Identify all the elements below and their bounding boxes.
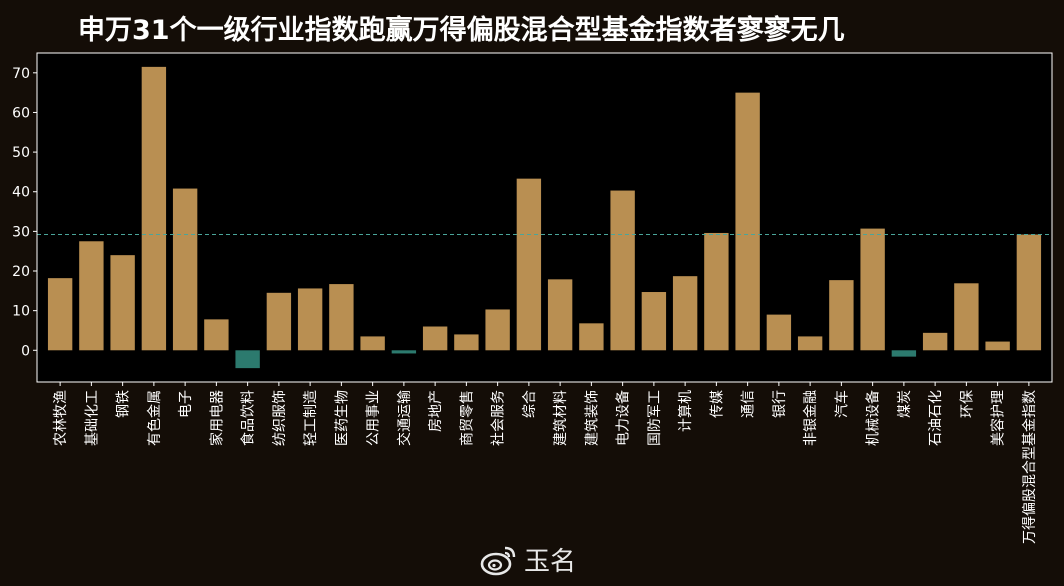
x-tick-label: 电子 [178,390,194,418]
x-tick-label: 通信 [741,390,757,418]
bar-环保 [954,283,979,351]
bar-交通运输 [391,350,417,354]
bar-社会服务 [485,309,510,351]
x-tick-label: 电力设备 [615,390,632,446]
x-tick-label: 非银金融 [803,390,819,446]
x-tick-label: 轻工制造 [303,390,319,446]
x-tick-label: 环保 [959,390,975,418]
y-tick-label: 60 [12,105,30,121]
bar-钢铁 [110,255,135,351]
x-tick-label: 建筑材料 [553,390,569,446]
bar-房地产 [422,326,448,351]
bar-石油石化 [922,332,948,351]
x-tick-label: 煤炭 [897,390,913,418]
watermark-text: 玉名 [524,547,577,577]
bar-家用电器 [204,319,229,351]
bar-非银金融 [797,336,823,351]
bar-纺织服饰 [266,292,292,351]
y-tick-label: 50 [12,145,30,161]
x-tick-label: 基础化工 [83,390,100,446]
weibo-icon [480,546,516,575]
bar-电子 [172,188,198,351]
x-tick-label: 房地产 [428,390,444,432]
x-tick-label: 钢铁 [116,390,132,418]
bar-有色金属 [141,66,167,351]
x-tick-label: 交通运输 [396,390,413,446]
plot-frame [36,52,1053,383]
bar-通信 [735,92,760,351]
x-tick-label: 商贸零售 [459,390,475,446]
bar-煤炭 [891,350,917,357]
bar-轻工制造 [297,288,323,351]
bar-传媒 [704,232,729,351]
bar-医药生物 [329,284,354,351]
x-tick-label: 美容护理 [990,390,1007,446]
bar-建筑材料 [547,279,573,351]
x-tick-label: 公用事业 [366,390,382,446]
x-tick-label: 万得偏股混合型基金指数 [1021,390,1038,544]
bar-电力设备 [610,190,635,351]
x-tick-label: 农林牧渔 [53,390,69,446]
y-tick-label: 40 [12,185,30,201]
y-tick-label: 20 [12,264,30,280]
bar-商贸零售 [454,334,479,351]
bar-银行 [766,314,792,351]
bar-机械设备 [860,228,885,351]
x-tick-label: 建筑装饰 [584,390,600,446]
x-tick-label: 综合 [522,390,538,418]
x-tick-label: 计算机 [678,390,694,432]
bar-综合 [516,178,542,351]
y-tick-label: 70 [12,66,30,82]
bar-公用事业 [360,336,385,351]
bar-计算机 [672,276,698,351]
x-tick-label: 国防军工 [647,390,663,446]
bar-国防军工 [641,292,667,351]
bar-建筑装饰 [579,323,604,351]
x-tick-label: 食品饮料 [240,390,257,446]
x-tick-label: 纺织服饰 [272,390,288,446]
x-tick-label: 家用电器 [208,390,225,446]
x-tick-label: 石油石化 [928,390,944,446]
y-tick-label: 30 [12,224,30,240]
bar-美容护理 [985,341,1010,351]
x-tick-label: 社会服务 [491,390,507,446]
y-tick-label: 10 [12,304,30,320]
watermark: 玉名 [480,541,576,578]
x-tick-label: 汽车 [833,390,850,418]
x-tick-label: 传媒 [709,390,725,418]
x-tick-label: 机械设备 [865,390,882,446]
x-tick-label: 医药生物 [334,390,350,446]
bar-汽车 [829,280,854,351]
bar-农林牧渔 [47,278,73,351]
x-tick-label: 银行 [772,390,788,418]
y-tick-label: 0 [21,343,30,359]
bar-万得偏股混合型基金指数 [1016,234,1042,351]
bar-食品饮料 [235,350,260,369]
chart-title: 申万31个一级行业指数跑赢万得偏股混合型基金指数者寥寥无几 [78,15,845,46]
bar-基础化工 [79,241,104,351]
x-tick-label: 有色金属 [146,390,163,446]
